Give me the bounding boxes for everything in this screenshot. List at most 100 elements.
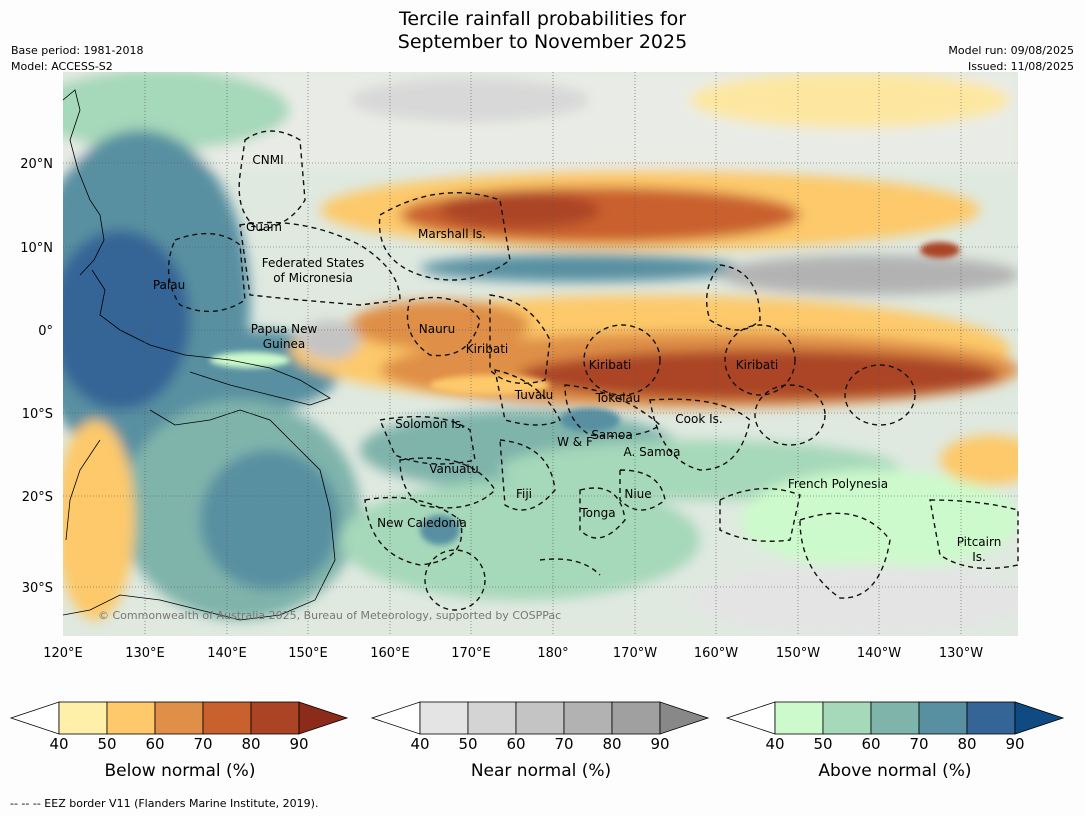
colorbar-segment	[467, 701, 517, 735]
eez-footnote: -- -- -- EEZ border V11 (Flanders Marine…	[10, 797, 319, 810]
label-solomon: Solomon Is.	[395, 417, 465, 431]
colorbar-segment	[870, 701, 920, 735]
label-cnmi: CNMI	[252, 153, 283, 167]
graticule	[63, 72, 1018, 636]
map-title-line2: September to November 2025	[397, 31, 688, 53]
colorbar-near: 40 50 60 70 80 90	[370, 701, 710, 753]
lon-tick: 170°E	[451, 646, 491, 661]
label-fsm-2: of Micronesia	[273, 271, 353, 285]
probability-field	[63, 72, 1018, 636]
label-pitcairn-1: Pitcairn	[957, 535, 1002, 549]
colorbar-tick-label: 80	[241, 735, 260, 753]
label-wf: W & F	[557, 435, 593, 449]
colorbar-title-near: Near normal (%)	[470, 761, 612, 781]
colorbar-segment	[918, 701, 968, 735]
lat-axis: 20°N 10°N 0° 10°S 20°S 30°S	[20, 157, 53, 596]
lon-tick: 160°E	[370, 646, 410, 661]
lat-tick: 20°S	[22, 490, 53, 505]
base-period: Base period: 1981-2018	[11, 44, 144, 57]
lon-tick: 150°W	[776, 646, 820, 661]
label-asamoa: A. Samoa	[624, 445, 681, 459]
colorbar-segment	[563, 701, 613, 735]
lon-tick: 140°E	[207, 646, 247, 661]
colorbar-segment	[106, 701, 156, 735]
lat-tick: 10°N	[20, 241, 53, 256]
label-new-caledonia: New Caledonia	[377, 516, 467, 530]
label-kiribati-east: Kiribati	[736, 358, 778, 372]
region-labels: CNMI Guam Marshall Is. Federated States …	[153, 153, 1001, 564]
colorbar-segment	[966, 701, 1016, 735]
colorbar-tick-label: 60	[506, 735, 525, 753]
colorbar-tick-label: 70	[193, 735, 212, 753]
label-niue: Niue	[624, 487, 651, 501]
lon-tick: 160°W	[694, 646, 738, 661]
lon-tick: 130°W	[939, 646, 983, 661]
colorbar-extension-high	[1014, 701, 1065, 735]
colorbar-segment	[419, 701, 469, 735]
label-kiribati-west: Kiribati	[466, 342, 508, 356]
label-samoa: Samoa	[591, 428, 632, 442]
colorbar-tick-label: 50	[813, 735, 832, 753]
colorbar-extension-low	[9, 701, 60, 735]
colorbar-tick-label: 50	[97, 735, 116, 753]
colorbar-tick-label: 60	[145, 735, 164, 753]
colorbar-extension-high	[298, 701, 349, 735]
colorbar-tick-label: 70	[554, 735, 573, 753]
label-tonga: Tonga	[579, 506, 615, 520]
label-pitcairn-2: Is.	[972, 550, 986, 564]
model-name: Model: ACCESS-S2	[11, 60, 113, 73]
colorbar-segment	[202, 701, 252, 735]
lon-tick: 140°W	[857, 646, 901, 661]
label-french-polynesia: French Polynesia	[788, 477, 888, 491]
colorbar-tick-label: 60	[861, 735, 880, 753]
lon-axis: 120°E 130°E 140°E 150°E 160°E 170°E 180°…	[43, 646, 983, 661]
colorbar-extension-low	[725, 701, 776, 735]
lon-tick: 170°W	[613, 646, 657, 661]
copyright-notice: © Commonwealth of Australia 2025, Bureau…	[98, 609, 562, 622]
coastlines	[63, 89, 336, 621]
colorbar-segment	[515, 701, 565, 735]
label-png-2: Guinea	[263, 337, 306, 351]
label-fsm-1: Federated States	[262, 256, 364, 270]
issued-date: Issued: 11/08/2025	[967, 60, 1074, 73]
label-guam: Guam	[246, 220, 282, 234]
label-tuvalu: Tuvalu	[514, 388, 554, 402]
colorbar-segment	[250, 701, 300, 735]
label-tokelau: Tokelau	[595, 391, 641, 405]
lat-tick: 10°S	[22, 407, 53, 422]
map-title-line1: Tercile rainfall probabilities for	[398, 8, 687, 30]
colorbar-tick-label: 50	[458, 735, 477, 753]
colorbar-tick-label: 90	[1005, 735, 1024, 753]
colorbar-segment	[58, 701, 108, 735]
colorbar-tick-label: 90	[289, 735, 308, 753]
label-palau: Palau	[153, 278, 185, 292]
label-fiji: Fiji	[516, 487, 532, 501]
colorbar-segment	[822, 701, 872, 735]
eez-borders	[167, 130, 1019, 611]
colorbar-title-below: Below normal (%)	[104, 761, 256, 781]
label-kiribati-central: Kiribati	[589, 358, 631, 372]
colorbar-segment	[611, 701, 661, 735]
colorbar-extension-high	[659, 701, 710, 735]
lon-tick: 180°	[537, 646, 568, 661]
colorbar-tick-label: 40	[765, 735, 784, 753]
colorbar-tick-label: 40	[49, 735, 68, 753]
colorbar-tick-label: 80	[602, 735, 621, 753]
colorbar-below: 40 50 60 70 80 90	[9, 701, 349, 753]
lon-tick: 150°E	[288, 646, 328, 661]
colorbar-extension-low	[370, 701, 421, 735]
label-marshall: Marshall Is.	[418, 227, 486, 241]
label-png-1: Papua New	[251, 322, 318, 336]
label-cook: Cook Is.	[675, 412, 722, 426]
lat-tick: 0°	[38, 324, 53, 339]
lat-tick: 20°N	[20, 157, 53, 172]
colorbar-tick-label: 90	[650, 735, 669, 753]
colorbar-tick-label: 70	[909, 735, 928, 753]
colorbar-segment	[154, 701, 204, 735]
lon-tick: 120°E	[43, 646, 83, 661]
colorbar-tick-label: 40	[410, 735, 429, 753]
colorbar-segment	[774, 701, 824, 735]
lat-tick: 30°S	[22, 581, 53, 596]
lon-tick: 130°E	[125, 646, 165, 661]
